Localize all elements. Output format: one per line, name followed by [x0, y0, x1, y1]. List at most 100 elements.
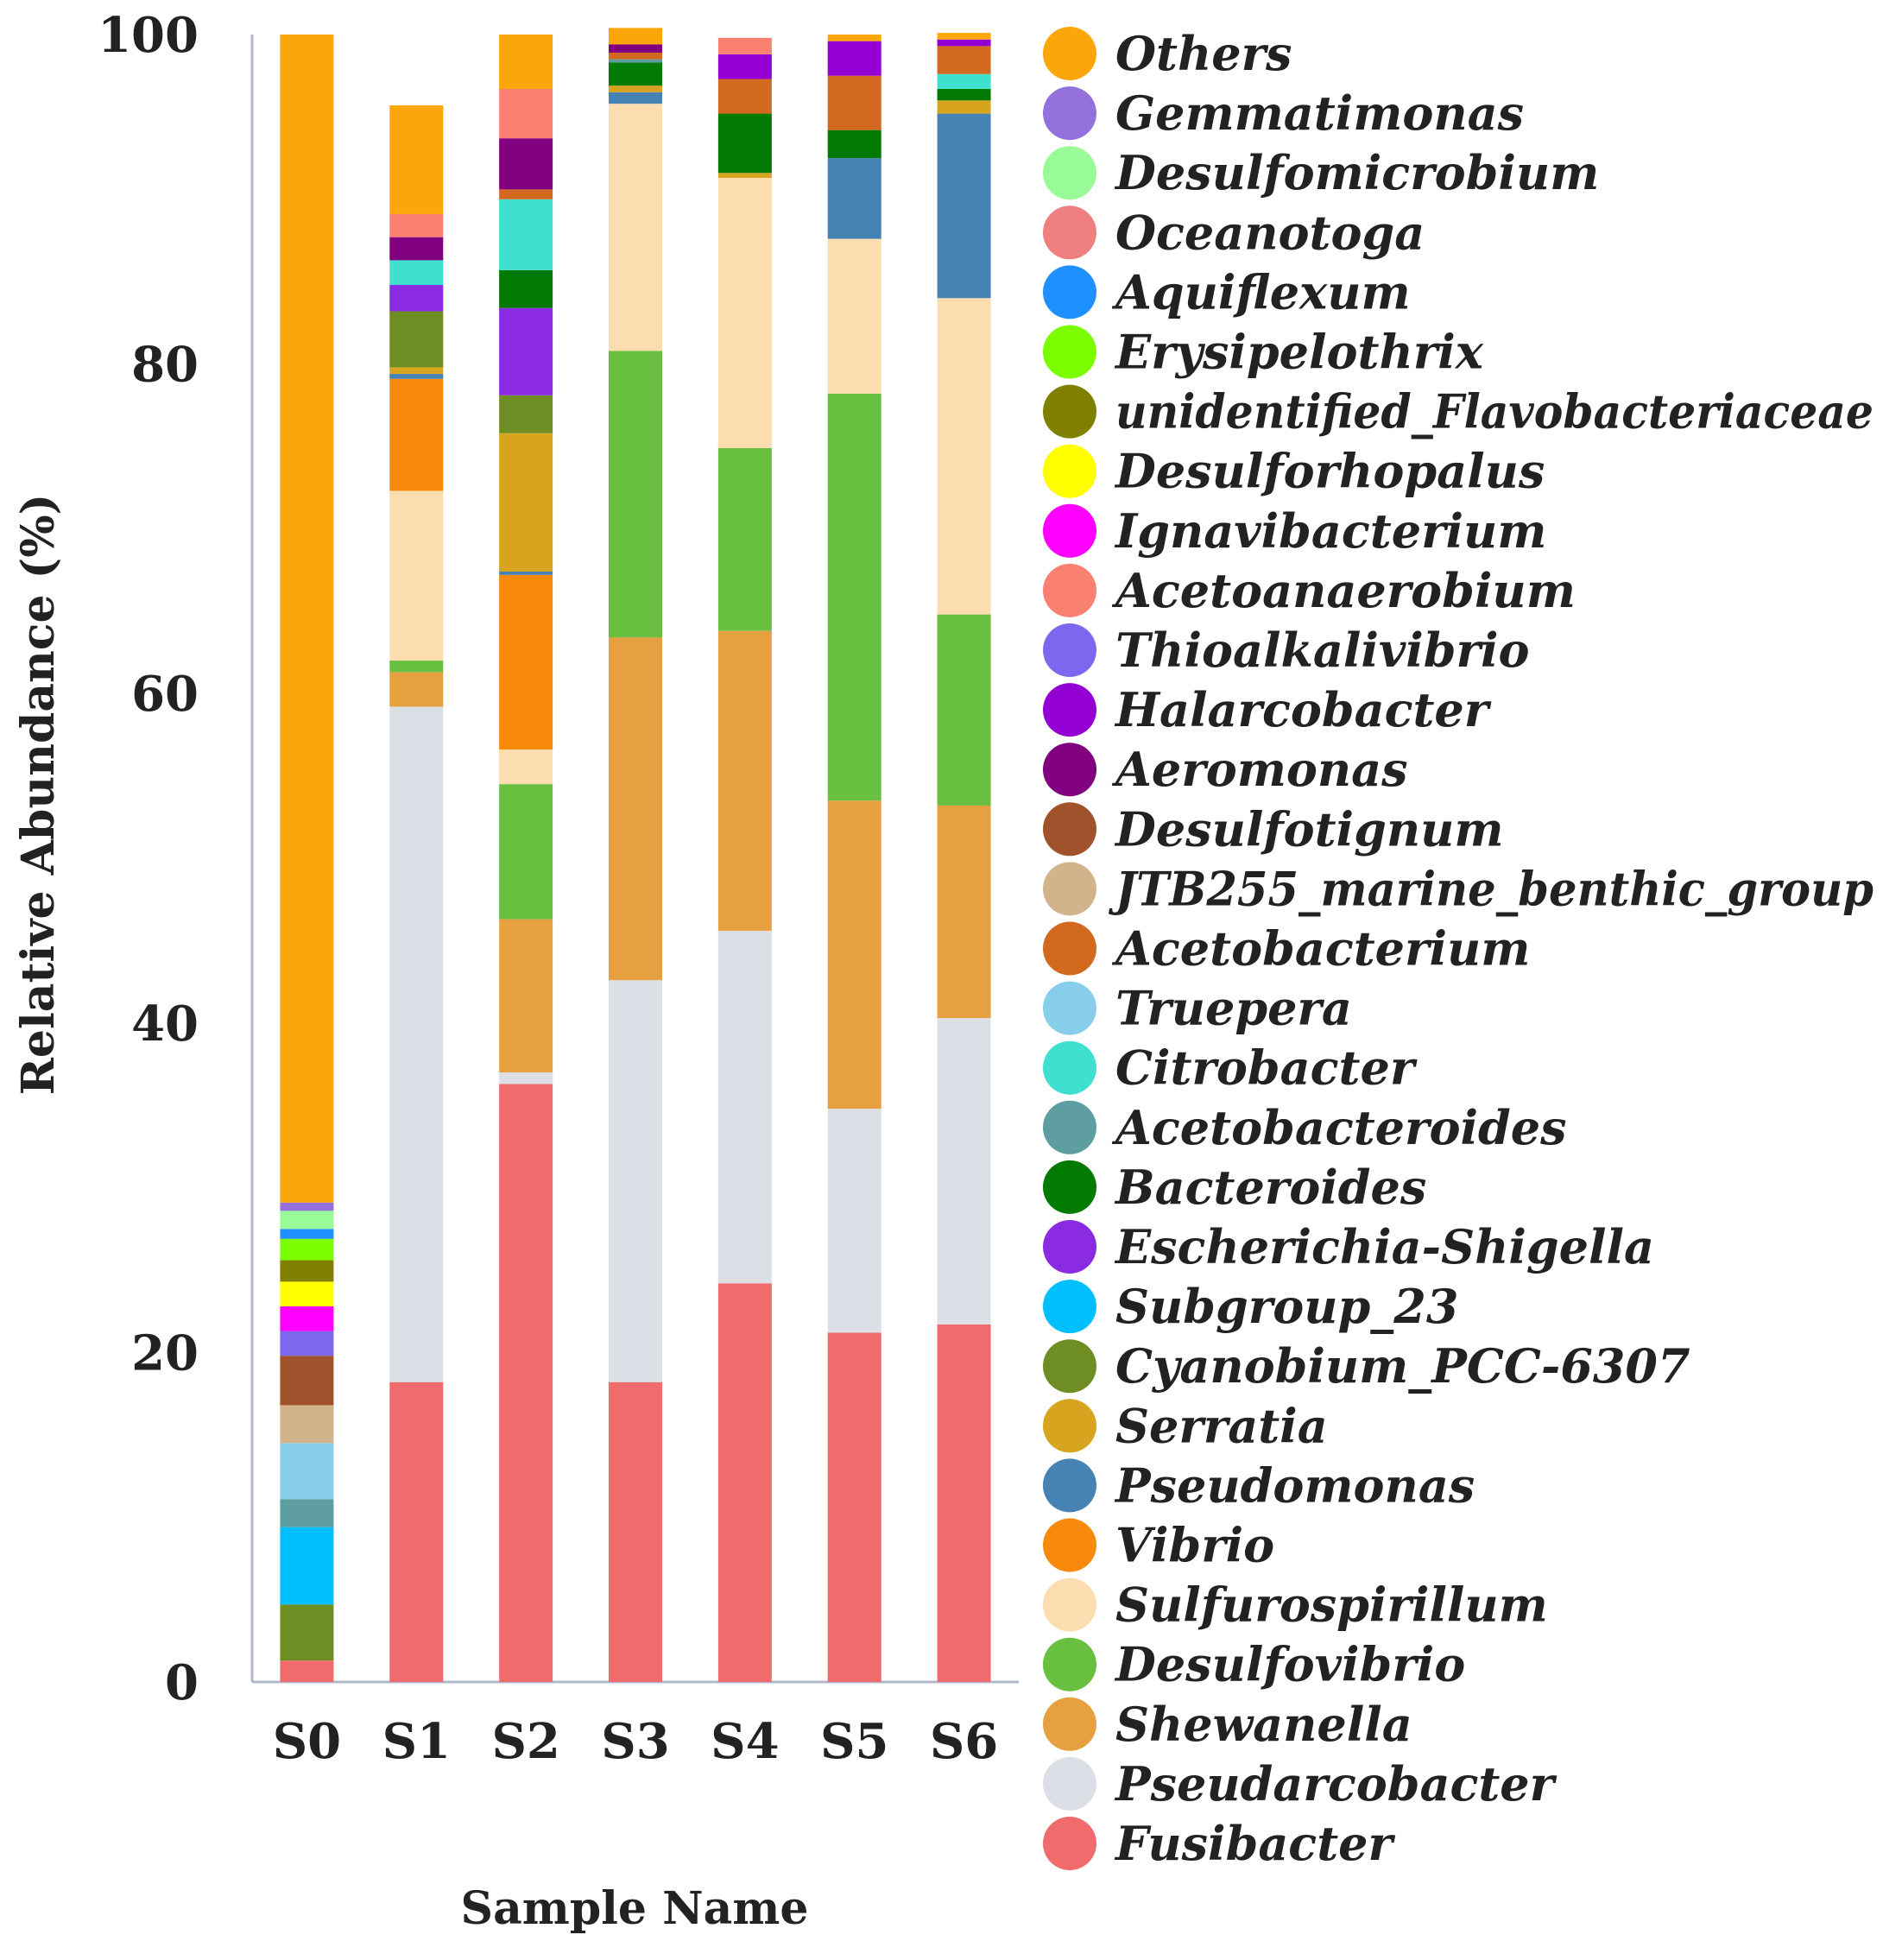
bar-segment — [717, 79, 772, 114]
legend-marker — [1043, 205, 1096, 260]
bar-segment — [717, 54, 772, 79]
y-axis-title: Relative Abundance (%) — [12, 494, 65, 1096]
legend-label: Halarcobacter — [1114, 682, 1492, 737]
bar-segment — [609, 28, 662, 45]
bar-segment — [499, 395, 553, 433]
bar-segment — [280, 1499, 334, 1527]
bar-segment — [499, 574, 553, 750]
x-tick-label: S2 — [491, 1713, 559, 1770]
bar-segment — [389, 661, 444, 673]
bar-segment — [280, 1260, 334, 1282]
bar-segment — [499, 199, 553, 270]
bar-segment — [499, 1084, 553, 1682]
legend-label: Bacteroides — [1114, 1160, 1426, 1215]
legend-label: Gemmatimonas — [1115, 85, 1524, 141]
legend-label: Ignavibacterium — [1114, 503, 1546, 559]
bar-segment — [937, 1018, 991, 1325]
bar-segment — [280, 1405, 334, 1444]
bar-segment — [609, 44, 662, 53]
bar-segment — [937, 39, 991, 47]
bar-segment — [389, 490, 444, 661]
legend-marker — [1043, 743, 1096, 797]
bar-segment — [499, 572, 553, 575]
bar-segment — [937, 100, 991, 114]
bar-segment — [937, 298, 991, 615]
bar-segment — [717, 447, 772, 631]
bar-segment — [280, 1443, 334, 1500]
bar-segment — [280, 1331, 334, 1356]
bar-stack-s0 — [280, 35, 334, 1682]
legend-label: unidentified_Flavobacteriaceae — [1115, 384, 1874, 439]
bar-segment — [280, 1604, 334, 1661]
bar-segment — [937, 33, 991, 40]
bar-segment — [827, 238, 881, 394]
bar-stack-s1 — [389, 105, 444, 1682]
legend-label: Serratia — [1115, 1398, 1328, 1453]
bar-segment — [280, 1306, 334, 1331]
bar-segment — [389, 105, 444, 214]
bar-segment — [717, 113, 772, 174]
bar-stack-s5 — [827, 35, 881, 1682]
x-tick-label: S5 — [820, 1713, 888, 1770]
legend-label: Fusibacter — [1114, 1816, 1395, 1871]
legend-marker — [1043, 1040, 1096, 1095]
bar-segment — [937, 46, 991, 74]
bar-segment — [609, 92, 662, 104]
bar-segment — [937, 73, 991, 89]
legend-marker — [1043, 146, 1096, 200]
bar-segment — [389, 367, 444, 375]
legend-label: JTB255_marine_benthic_group — [1108, 861, 1874, 916]
bar-segment — [609, 637, 662, 981]
legend-label: Vibrio — [1115, 1518, 1274, 1573]
bar-segment — [499, 433, 553, 572]
legend-label: Aquiflexum — [1111, 264, 1411, 319]
legend-label: Pseudarcobacter — [1114, 1756, 1558, 1811]
bar-segment — [280, 1202, 334, 1211]
legend-marker — [1043, 325, 1096, 379]
bar-segment — [499, 307, 553, 395]
bar-segment — [280, 1238, 334, 1261]
legend-marker — [1043, 1339, 1096, 1394]
legend-label: Aeromonas — [1111, 742, 1408, 797]
legend-label: Cyanobium_PCC-6307 — [1115, 1338, 1690, 1394]
bar-segment — [609, 62, 662, 86]
legend-marker — [1043, 1577, 1096, 1632]
bar-segment — [499, 1072, 553, 1084]
bar-segment — [937, 1324, 991, 1682]
bar-segment — [609, 52, 662, 60]
bar-segment — [499, 784, 553, 920]
legend-label: Oceanotoga — [1115, 205, 1425, 260]
legend-marker — [1043, 1280, 1096, 1334]
legend-marker — [1043, 27, 1096, 80]
bar-stack-s6 — [937, 33, 991, 1682]
bar-stack-s4 — [717, 37, 772, 1682]
bar-segment — [389, 260, 444, 286]
bar-segment — [499, 749, 553, 785]
bar-segment — [827, 393, 881, 801]
x-tick-label: S4 — [711, 1713, 779, 1770]
bar-segment — [389, 311, 444, 368]
legend-marker — [1043, 444, 1096, 498]
bar-segment — [609, 1381, 662, 1682]
legend-label: Shewanella — [1115, 1697, 1412, 1752]
bar-segment — [937, 113, 991, 299]
y-tick-label: 80 — [131, 337, 199, 394]
legend-marker — [1043, 563, 1096, 617]
legend-marker — [1043, 921, 1096, 976]
bar-segment — [827, 130, 881, 159]
legend-marker — [1043, 384, 1096, 439]
bar-segment — [609, 85, 662, 92]
x-tick-label: S0 — [273, 1713, 341, 1770]
bar-segment — [937, 805, 991, 1019]
legend-marker — [1043, 86, 1096, 141]
legend-marker — [1043, 1637, 1096, 1691]
bar-segment — [609, 351, 662, 638]
bar-segment — [389, 672, 444, 707]
x-tick-label: S3 — [601, 1713, 669, 1770]
y-tick-label: 60 — [131, 666, 199, 723]
legend-marker — [1043, 683, 1096, 737]
legend-marker — [1043, 1160, 1096, 1214]
bar-segment — [389, 213, 444, 237]
bar-segment — [609, 980, 662, 1382]
